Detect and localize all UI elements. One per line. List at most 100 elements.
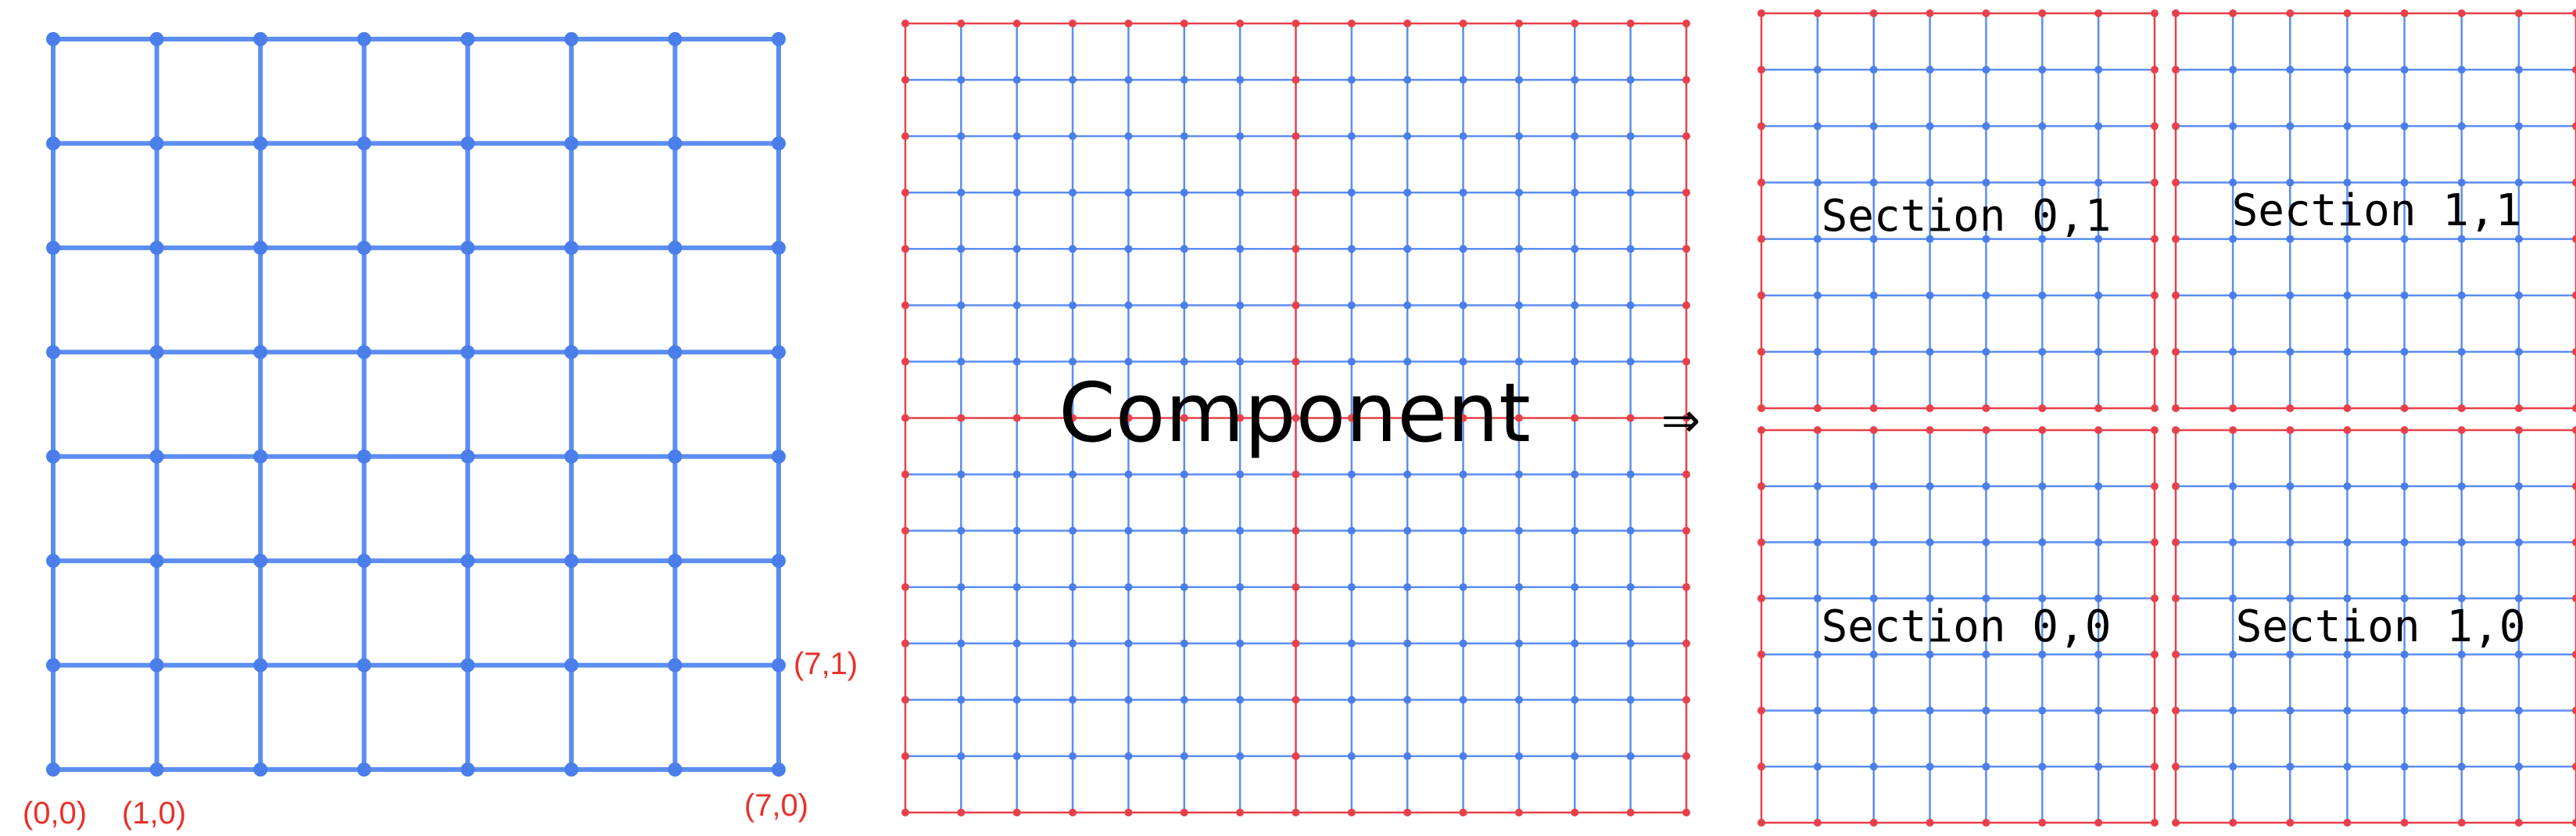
grid-node — [2229, 762, 2237, 771]
grid-node — [957, 188, 966, 197]
grid-node — [1757, 404, 1765, 412]
grid-node — [2038, 762, 2047, 771]
grid-node — [901, 695, 909, 704]
grid-node — [1124, 583, 1133, 591]
grid-node — [2229, 594, 2237, 603]
grid-node — [149, 554, 164, 569]
grid-node — [2094, 650, 2103, 658]
grid-node — [2094, 706, 2103, 715]
grid-node — [2038, 178, 2047, 187]
grid-node — [2457, 482, 2466, 490]
grid-node — [2229, 122, 2237, 131]
grid-node — [901, 752, 909, 760]
grid-node — [2343, 9, 2352, 17]
grid-node — [1626, 695, 1635, 704]
grid-node — [1012, 752, 1021, 760]
grid-node — [1682, 470, 1690, 479]
grid-node — [2038, 594, 2047, 603]
grid-node — [2151, 819, 2159, 827]
grid-node — [1236, 20, 1245, 27]
grid-node — [1124, 526, 1133, 535]
grid-node — [1926, 291, 1934, 300]
grid-node — [2457, 291, 2466, 300]
grid-node — [1571, 188, 1579, 197]
grid-node — [564, 658, 579, 673]
grid-node — [1757, 426, 1765, 434]
grid-node — [2400, 482, 2409, 490]
grid-node — [1571, 245, 1579, 253]
grid-node — [1514, 245, 1523, 253]
grid-node — [1982, 291, 1990, 300]
grid-node — [901, 132, 909, 141]
grid-node — [2286, 178, 2295, 187]
grid-node — [1757, 122, 1765, 131]
grid-node — [1403, 188, 1412, 197]
grid-node — [1514, 357, 1523, 366]
grid-node — [2572, 538, 2576, 547]
grid-node — [668, 136, 683, 151]
grid-node — [1180, 76, 1188, 84]
grid-node — [2343, 819, 2352, 827]
grid-node — [2094, 347, 2103, 356]
grid-node — [2094, 426, 2103, 434]
grid-node — [2286, 291, 2295, 300]
grid-node — [2514, 122, 2523, 131]
grid-node — [1982, 594, 1990, 603]
grid-node — [1124, 20, 1133, 27]
grid-node — [2514, 291, 2523, 300]
grid-node — [253, 345, 268, 360]
grid-node — [356, 136, 371, 151]
grid-node — [1813, 291, 1822, 300]
grid-node — [2457, 594, 2466, 603]
grid-node — [2343, 235, 2352, 243]
grid-node — [1236, 752, 1245, 760]
grid-node — [1012, 695, 1021, 704]
grid-node — [1757, 178, 1765, 187]
grid-node — [1403, 809, 1412, 816]
grid-node — [2457, 122, 2466, 131]
grid-node — [1982, 178, 1990, 187]
grid-node — [1926, 9, 1934, 17]
grid-node — [1403, 526, 1412, 535]
grid-node — [1347, 357, 1356, 366]
grid-node — [2400, 819, 2409, 827]
grid-node — [1682, 695, 1690, 704]
grid-node — [2172, 594, 2180, 603]
grid-node — [2514, 482, 2523, 490]
grid-node — [2572, 706, 2576, 715]
grid-node — [2457, 235, 2466, 243]
grid-node — [957, 414, 966, 422]
section-grid — [2172, 426, 2576, 827]
grid-node — [1869, 347, 1878, 356]
grid-node — [1347, 188, 1356, 197]
grid-node — [1236, 76, 1245, 84]
grid-node — [1069, 188, 1077, 197]
grid-node — [2286, 347, 2295, 356]
grid-node — [1012, 639, 1021, 648]
grid-node — [2151, 706, 2159, 715]
grid-node — [2229, 819, 2237, 827]
grid-node — [901, 414, 909, 422]
grid-node — [564, 345, 579, 360]
grid-node — [772, 554, 786, 569]
grid-node — [2094, 538, 2103, 547]
grid-node — [1514, 695, 1523, 704]
grid-node — [46, 554, 60, 569]
component-title: Component — [1059, 365, 1531, 461]
grid-node — [1236, 639, 1245, 648]
grid-node — [1571, 357, 1579, 366]
grid-node — [1757, 9, 1765, 17]
grid-node — [1459, 357, 1467, 366]
grid-node — [2038, 291, 2047, 300]
grid-node — [1571, 695, 1579, 704]
grid-node — [1012, 188, 1021, 197]
grid-node — [1236, 357, 1245, 366]
grid-node — [2229, 9, 2237, 17]
grid-node — [668, 554, 683, 569]
grid-node — [2400, 9, 2409, 17]
grid-node — [2038, 650, 2047, 658]
grid-node — [356, 240, 371, 255]
grid-node — [2457, 538, 2466, 547]
grid-node — [356, 345, 371, 360]
